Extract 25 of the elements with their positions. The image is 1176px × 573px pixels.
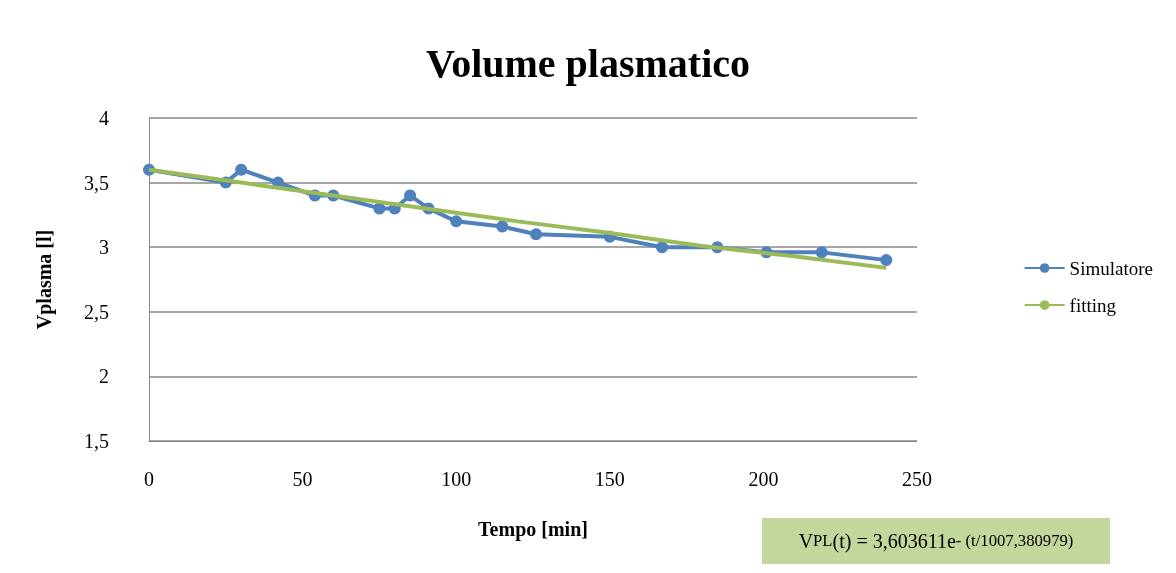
y-tick-label: 1,5 bbox=[84, 430, 109, 452]
point bbox=[880, 254, 893, 267]
point bbox=[656, 241, 669, 254]
x-tick-label: 100 bbox=[441, 468, 472, 490]
y-tick-label: 2,5 bbox=[84, 300, 109, 323]
point bbox=[404, 189, 417, 202]
y-tick-label: 2 bbox=[99, 365, 109, 388]
y-axis-title: Vplasma [l] bbox=[33, 229, 56, 330]
point bbox=[235, 163, 248, 176]
y-tick-label: 4 bbox=[99, 107, 109, 129]
x-tick-label: 200 bbox=[748, 468, 779, 490]
point bbox=[815, 246, 828, 259]
y-tick-label: 3 bbox=[99, 236, 109, 259]
y-tick-label: 3,5 bbox=[84, 171, 109, 194]
chart-title: Volume plasmatico bbox=[425, 40, 751, 86]
point bbox=[450, 215, 463, 228]
point bbox=[530, 228, 543, 241]
x-tick-label: 0 bbox=[144, 468, 154, 490]
legend-label: Simulatore bbox=[1069, 257, 1154, 279]
x-tick-label: 150 bbox=[594, 468, 625, 490]
x-tick-label: 50 bbox=[292, 468, 313, 490]
point bbox=[496, 220, 509, 233]
x-axis-title: Tempo [min] bbox=[478, 518, 588, 541]
x-tick-label: 250 bbox=[902, 468, 932, 490]
legend-label: fitting bbox=[1069, 294, 1117, 316]
